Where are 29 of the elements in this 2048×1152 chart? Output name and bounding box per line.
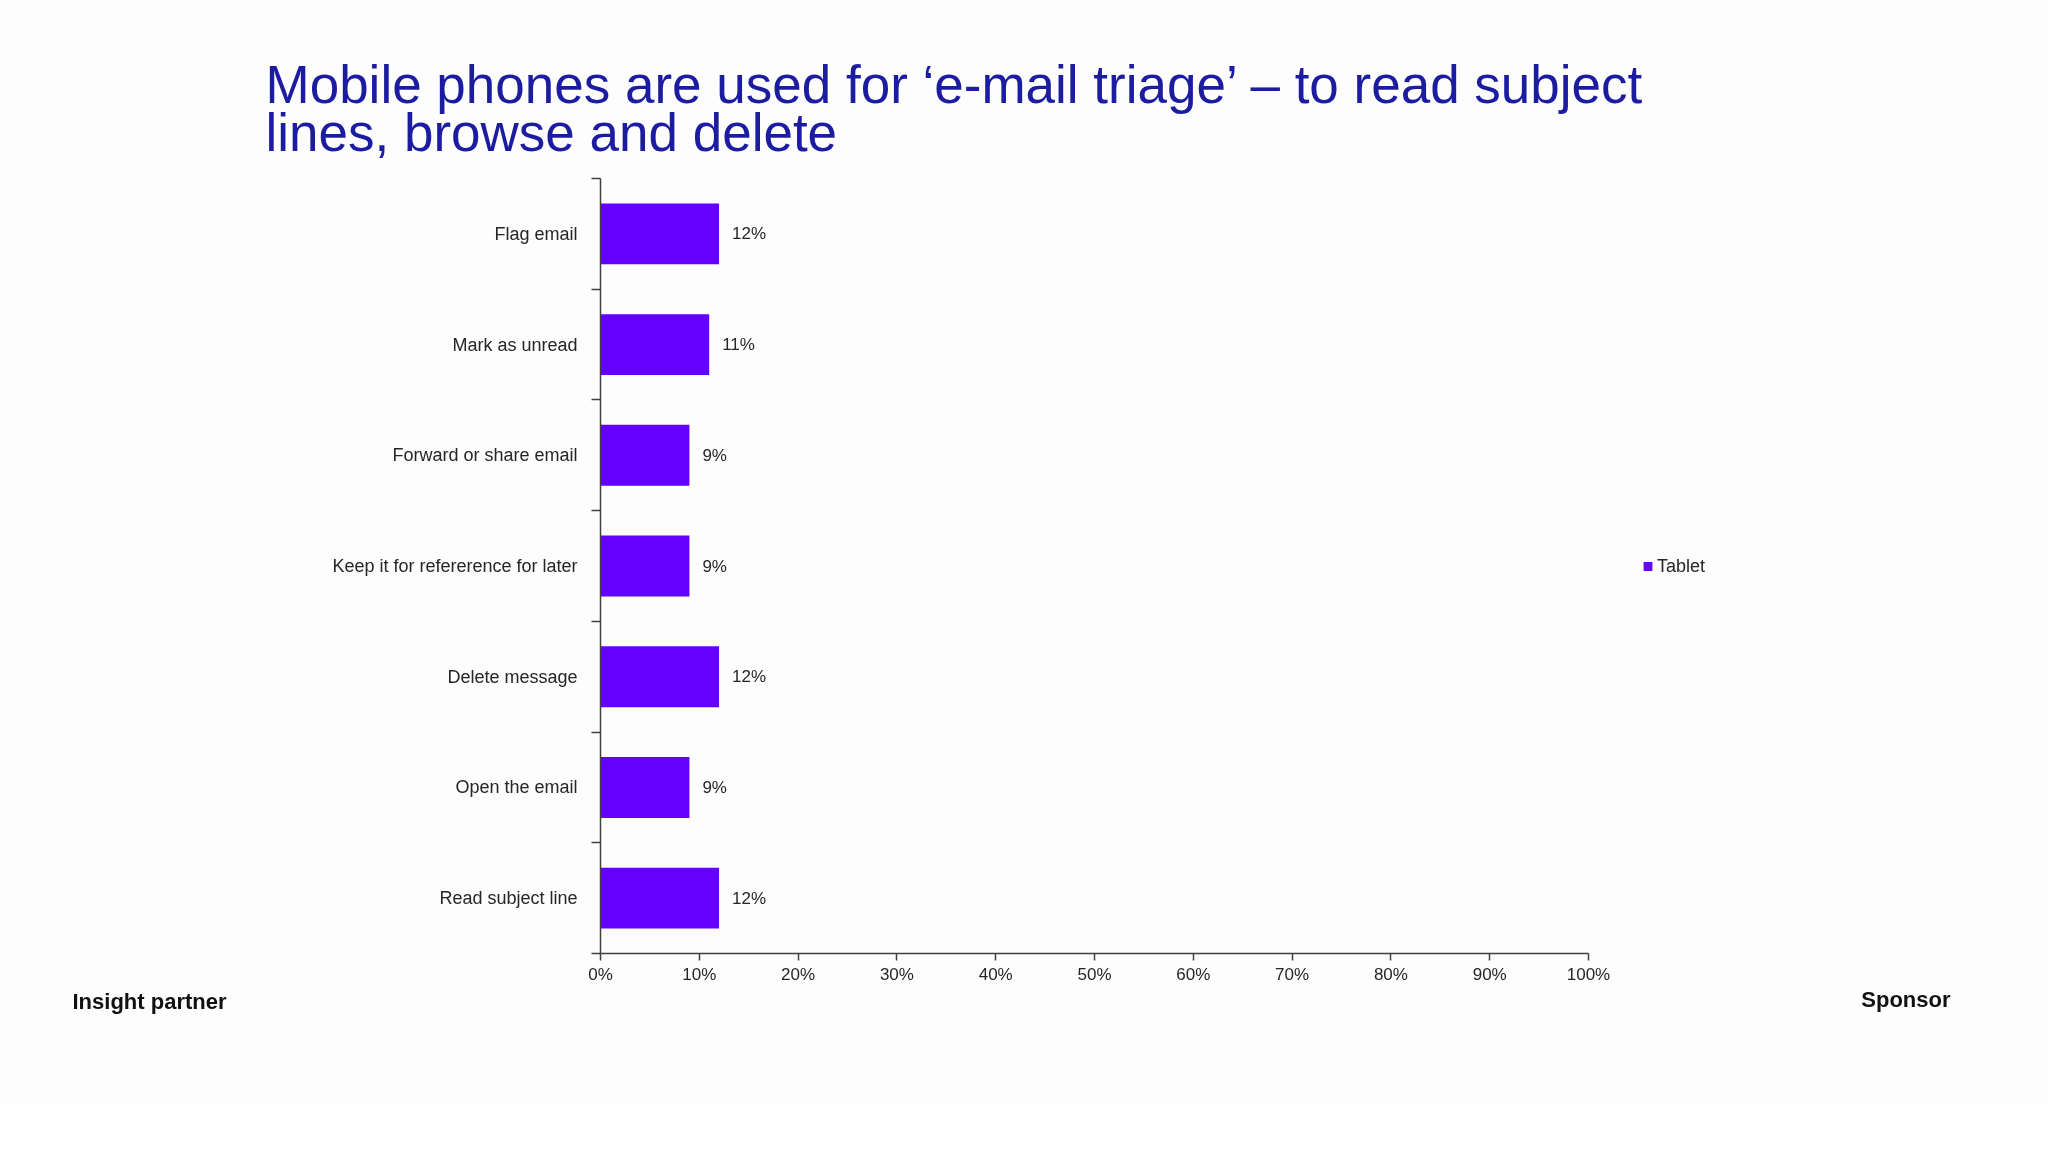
y-tick-label: Keep it for refererence for later	[332, 556, 578, 576]
data-label: 11%	[722, 335, 755, 355]
y-tick-label: Open the email	[455, 777, 578, 798]
y-tick-label: Read subject line	[439, 888, 578, 909]
y-tick-label: Mark as unread	[452, 334, 578, 355]
x-tick-label: 90%	[1472, 964, 1507, 984]
data-label: 12%	[732, 888, 767, 908]
data-label: 12%	[732, 224, 767, 244]
x-tick-label: 60%	[1176, 964, 1211, 984]
data-label: 9%	[702, 777, 727, 797]
legend-label: Tablet	[1657, 555, 1706, 576]
y-tick-label: Forward or share email	[392, 445, 578, 466]
chart-title: Mobile phones are used for ‘e-mail triage’ – to read subject lines, browse and delete	[265, 55, 1643, 163]
x-tick-label: 40%	[978, 964, 1013, 984]
data-label: 12%	[732, 667, 767, 687]
x-tick-label: 50%	[1077, 964, 1112, 984]
y-tick-label: Delete message	[447, 666, 578, 687]
data-label: 9%	[702, 556, 727, 576]
text: Sponsor	[1861, 986, 1951, 1012]
x-tick-label: 30%	[879, 964, 914, 984]
x-tick-label: 100%	[1566, 964, 1611, 984]
x-tick-label: 70%	[1275, 964, 1310, 984]
y-tick-label: Flag email	[494, 223, 578, 244]
text: Insight partner	[72, 988, 227, 1014]
x-tick-label: 80%	[1373, 964, 1408, 984]
x-tick-label: 10%	[682, 964, 717, 984]
x-tick-label: 20%	[781, 964, 816, 984]
data-label: 9%	[702, 445, 727, 465]
x-tick-label: 0%	[588, 964, 613, 984]
